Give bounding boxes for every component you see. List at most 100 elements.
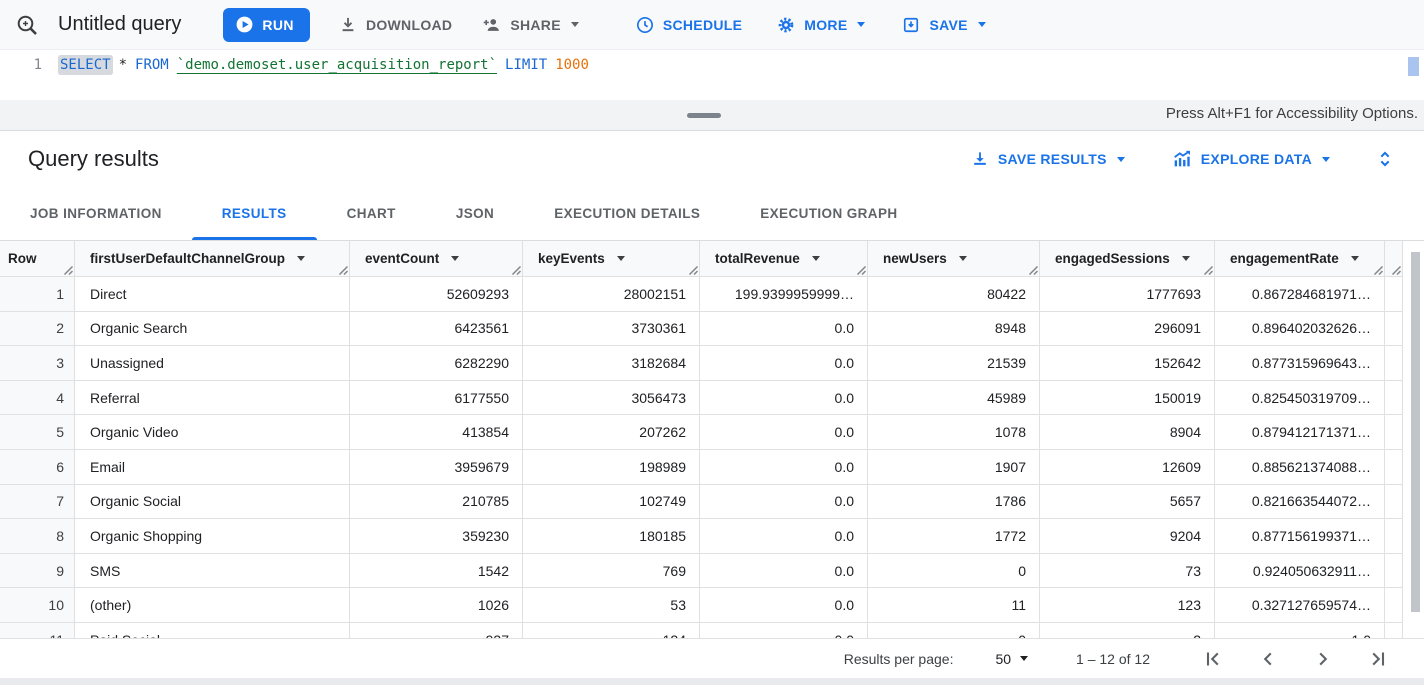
column-menu-icon[interactable] [297, 256, 306, 261]
column-menu-icon[interactable] [616, 256, 625, 261]
column-header-totalrevenue[interactable]: totalRevenue [700, 241, 868, 277]
column-header-filler [1385, 241, 1403, 277]
tab-label: RESULTS [221, 206, 287, 221]
table-cell: 3056473 [523, 380, 700, 416]
table-cell: 12609 [1040, 449, 1215, 485]
column-resize-grip[interactable] [510, 264, 522, 276]
table-cell: 4 [0, 380, 75, 416]
more-button[interactable]: MORE [776, 15, 866, 35]
table-cell-filler [1385, 380, 1403, 416]
table-cell: Organic Shopping [75, 519, 350, 554]
person-add-icon [482, 15, 502, 35]
table-cell-filler [1385, 622, 1403, 638]
column-header-eventcount[interactable]: eventCount [350, 241, 523, 277]
last-page-button[interactable] [1366, 647, 1390, 671]
column-menu-icon[interactable] [1181, 256, 1190, 261]
schedule-button[interactable]: SCHEDULE [635, 15, 742, 35]
run-button[interactable]: RUN [223, 7, 310, 42]
column-header-keyevents[interactable]: keyEvents [523, 241, 700, 277]
column-header-engagedsessions[interactable]: engagedSessions [1040, 241, 1215, 277]
table-row: 6 Email 3959679 198989 0.0 1907 12609 0.8856213… [0, 449, 1424, 485]
sql-table-reference[interactable]: `demo.demoset.user_acquisition_report` [176, 57, 498, 73]
tab-chart[interactable]: CHART [317, 187, 426, 240]
column-header-row[interactable]: Row [0, 241, 75, 277]
table-cell-filler [1385, 449, 1403, 485]
column-label: Row [8, 251, 37, 266]
column-resize-grip[interactable] [1390, 264, 1402, 276]
table-cell: 413854 [350, 415, 523, 450]
column-resize-grip[interactable] [62, 264, 74, 276]
table-cell: 0.821663544072… [1215, 484, 1385, 520]
table-cell-filler [1385, 588, 1403, 623]
table-cell: 0 [868, 622, 1040, 638]
column-label: keyEvents [538, 251, 605, 266]
table-cell: Organic Search [75, 311, 350, 347]
previous-page-button[interactable] [1256, 647, 1280, 671]
table-cell: 52609293 [350, 277, 523, 312]
column-resize-grip[interactable] [337, 264, 349, 276]
share-button[interactable]: SHARE [482, 15, 579, 35]
gear-icon [776, 15, 796, 35]
table-cell: 0.0 [700, 622, 868, 638]
table-cell: 3182684 [523, 346, 700, 381]
horizontal-scrollbar[interactable] [0, 678, 1424, 685]
table-cell: 1786 [868, 484, 1040, 520]
table-cell: 11 [868, 588, 1040, 623]
tab-results[interactable]: RESULTS [191, 187, 317, 240]
download-button[interactable]: DOWNLOAD [338, 15, 452, 35]
column-resize-grip[interactable] [1372, 264, 1384, 276]
chevron-down-icon [1116, 156, 1125, 162]
column-header-engagementrate[interactable]: engagementRate [1215, 241, 1385, 277]
tab-execution-graph[interactable]: EXECUTION GRAPH [730, 187, 927, 240]
results-title: Query results [28, 146, 159, 171]
column-menu-icon[interactable] [811, 256, 820, 261]
table-cell: 1542 [350, 553, 523, 589]
explore-data-button[interactable]: EXPLORE DATA [1171, 148, 1330, 170]
table-cell: 180185 [523, 519, 700, 554]
tab-label: JOB INFORMATION [30, 206, 162, 221]
first-page-button[interactable] [1201, 647, 1225, 671]
chart-icon [1171, 148, 1193, 170]
tab-job-information[interactable]: JOB INFORMATION [0, 187, 192, 240]
column-resize-grip[interactable] [687, 264, 699, 276]
table-cell: 1078 [868, 415, 1040, 450]
column-resize-grip[interactable] [1202, 264, 1214, 276]
column-menu-icon[interactable] [451, 256, 460, 261]
table-cell: 3730361 [523, 311, 700, 347]
table-cell: 10 [0, 588, 75, 623]
pagination-range: 1 – 12 of 12 [1076, 650, 1150, 667]
table-scrollbar-thumb[interactable] [1411, 252, 1420, 612]
column-resize-grip[interactable] [1027, 264, 1039, 276]
table-body: 1 Direct 52609293 28002151 199.9399959999… 80… [0, 277, 1424, 638]
table-cell-filler [1385, 553, 1403, 589]
table-cell: SMS [75, 553, 350, 589]
table-cell: (other) [75, 588, 350, 623]
column-menu-icon[interactable] [958, 256, 967, 261]
table-cell: Organic Video [75, 415, 350, 450]
editor-scrollbar-thumb[interactable] [1408, 57, 1419, 76]
table-row: 3 Unassigned 6282290 3182684 0.0 21539 152642 0… [0, 346, 1424, 381]
column-resize-grip[interactable] [855, 264, 867, 276]
save-results-button[interactable]: SAVE RESULTS [970, 149, 1125, 169]
table-cell: 0.0 [700, 519, 868, 554]
save-button[interactable]: SAVE [901, 15, 986, 35]
table-cell: 6423561 [350, 311, 523, 347]
table-cell: 8 [0, 519, 75, 554]
sql-editor[interactable]: 1 SELECT * FROM `demo.demoset.user_acqui… [0, 50, 1424, 100]
table-cell: 53 [523, 588, 700, 623]
column-header-newusers[interactable]: newUsers [868, 241, 1040, 277]
tab-json[interactable]: JSON [426, 187, 524, 240]
column-menu-icon[interactable] [1350, 256, 1359, 261]
table-cell: 0.825450319709… [1215, 380, 1385, 416]
query-toolbar: Untitled query RUN DOWNLOAD SHARE SCHE [0, 0, 1424, 50]
next-page-button[interactable] [1311, 647, 1335, 671]
panel-resize-handle[interactable] [687, 113, 721, 118]
tab-execution-details[interactable]: EXECUTION DETAILS [524, 187, 730, 240]
page-size-select[interactable]: 50 [995, 651, 1029, 667]
table-cell: 1.0 [1215, 622, 1385, 638]
save-icon [901, 15, 921, 35]
column-header-firstuserdefaultchannelgroup[interactable]: firstUserDefaultChannelGroup [75, 241, 350, 277]
expand-collapse-icon[interactable] [1374, 148, 1396, 170]
table-cell: 0.867284681971… [1215, 277, 1385, 312]
